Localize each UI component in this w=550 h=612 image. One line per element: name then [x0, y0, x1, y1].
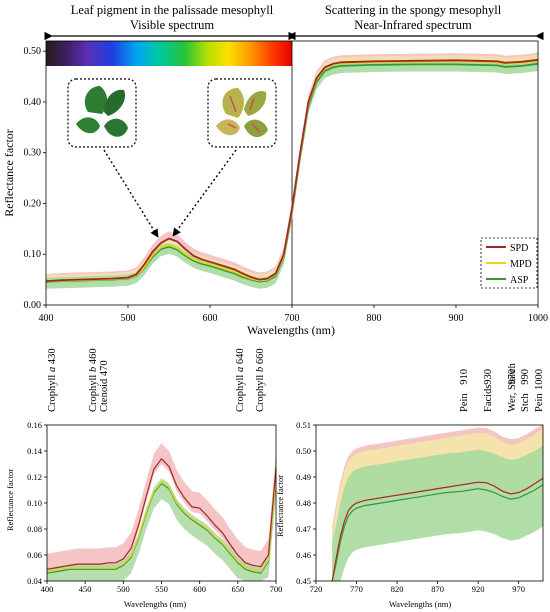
- spd-series-line: [45, 58, 539, 282]
- asp-confidence-band: [47, 473, 276, 581]
- y-tick-label: 0.12: [27, 472, 42, 482]
- pigment-label-visible: Crophyll a 640: [235, 348, 246, 412]
- y-tick-label: 0.04: [27, 576, 43, 586]
- stressed-leaf-pointer: [172, 149, 237, 237]
- legend-label-asp: ASP: [510, 275, 529, 286]
- y-tick-label: 0.40: [24, 97, 42, 108]
- mpd-series-line: [46, 476, 277, 573]
- leaf-icon: [84, 86, 108, 114]
- x-tick-label: 900: [449, 313, 464, 324]
- asp-series-line: [46, 478, 277, 574]
- pigment-label-nir: Pein: [534, 393, 545, 412]
- healthy-leaf-pointer: [103, 149, 159, 238]
- x-tick-label: 920: [472, 584, 485, 594]
- main-xlabel: Wavelengths (nm): [247, 323, 335, 337]
- pigment-label-nir: Facids: [483, 385, 494, 412]
- x-tick-label: 400: [41, 584, 54, 594]
- x-tick-label: 770: [350, 584, 363, 594]
- nir-zoom-ylabel: Reflectance factor: [275, 475, 285, 537]
- visible-zoom-xlabel: Wavelengths (nm): [124, 599, 187, 609]
- visible-zoom-ylabel: Reflectance factor: [5, 469, 15, 531]
- y-tick-label: 0.00: [24, 300, 42, 311]
- spd-series-line: [331, 477, 544, 582]
- header-right-line1: Scattering in the spongy mesophyll: [325, 3, 502, 17]
- pigment-label-nir: Wer, Starch: [507, 362, 518, 412]
- mpd-series-line: [45, 59, 539, 282]
- x-tick-label: 500: [121, 313, 136, 324]
- pigment-wavelength-nir: 930: [483, 369, 494, 385]
- x-tick-label: 700: [285, 313, 300, 324]
- stressed-leaf-inset: [207, 78, 277, 148]
- y-tick-label: 0.50: [24, 46, 42, 57]
- pigment-label-visible: Crophyll a 430: [47, 348, 58, 412]
- spd-series-line: [46, 457, 277, 570]
- pigment-wavelength-nir: 910: [459, 369, 470, 385]
- healthy-leaf-inset: [67, 78, 137, 148]
- x-tick-label: 720: [310, 584, 323, 594]
- visible-zoom-chart: 400 450 500 550 600 650 700 0.04 0.06 0.08 0.10 0.1…: [5, 420, 282, 609]
- y-tick-label: 0.51: [296, 420, 311, 430]
- legend: SPD MPD ASP: [480, 237, 538, 289]
- pigment-label-nir: Stch: [520, 393, 531, 412]
- header-left-line2: Visible spectrum: [130, 18, 215, 32]
- x-tick-label: 820: [391, 584, 404, 594]
- pigment-label-visible: Ctenoid 470: [99, 360, 110, 412]
- x-tick-label: 450: [79, 584, 92, 594]
- x-tick-label: 700: [270, 584, 283, 594]
- pigment-label-visible: Crophyll b 460: [88, 348, 99, 412]
- nir-zoom-xlabel: Wavelengths (nm): [389, 599, 452, 609]
- x-tick-label: 550: [155, 584, 168, 594]
- y-tick-label: 0.20: [24, 198, 42, 209]
- main-chart: 400 500 600 700 800 900 1000 0.00 0.10 0.20 0.30 0.…: [2, 40, 548, 337]
- x-tick-label: 650: [231, 584, 244, 594]
- legend-label-spd: SPD: [510, 243, 528, 254]
- x-tick-label: 400: [39, 313, 54, 324]
- y-tick-label: 0.49: [296, 472, 311, 482]
- y-tick-label: 0.50: [296, 446, 311, 456]
- y-tick-label: 0.48: [296, 498, 311, 508]
- y-tick-label: 0.08: [27, 524, 42, 534]
- y-tick-label: 0.30: [24, 148, 42, 159]
- asp-series-line: [331, 484, 544, 582]
- x-tick-label: 500: [117, 584, 130, 594]
- pigment-wavelength-nir: 990: [520, 369, 531, 385]
- y-tick-label: 0.16: [27, 420, 42, 430]
- y-tick-label: 0.14: [27, 446, 43, 456]
- x-tick-label: 800: [367, 313, 382, 324]
- x-tick-label: 600: [203, 313, 218, 324]
- x-tick-label: 870: [431, 584, 444, 594]
- legend-label-mpd: MPD: [510, 259, 532, 270]
- spd-confidence-band: [47, 443, 276, 575]
- x-tick-label: 1000: [528, 313, 548, 324]
- nir-zoom-chart: 720 770 820 870 920 970 0.45 0.46 0.47 0.48 0.49 0.…: [275, 420, 544, 609]
- pigment-label-visible: Crophyll b 660: [255, 348, 266, 412]
- header-left-line1: Leaf pigment in the palissade mesophyll: [71, 3, 274, 17]
- y-tick-label: 0.47: [296, 524, 311, 534]
- x-tick-label: 970: [512, 584, 525, 594]
- y-tick-label: 0.46: [296, 550, 311, 560]
- x-tick-label: 600: [193, 584, 206, 594]
- visible-spectrum-bar: [46, 41, 292, 66]
- main-ylabel: Reflectance factor: [2, 129, 16, 217]
- pigment-wavelength-nir: 1000: [534, 369, 545, 390]
- asp-confidence-band: [332, 445, 543, 581]
- y-tick-label: 0.45: [296, 576, 311, 586]
- pigment-label-nir: Pein: [459, 393, 470, 412]
- pigment-wavelength-nir: 970: [507, 369, 518, 385]
- header-right-line2: Near-Infrared spectrum: [354, 18, 472, 32]
- y-tick-label: 0.06: [27, 550, 42, 560]
- y-tick-label: 0.10: [27, 498, 42, 508]
- y-tick-label: 0.10: [24, 249, 42, 260]
